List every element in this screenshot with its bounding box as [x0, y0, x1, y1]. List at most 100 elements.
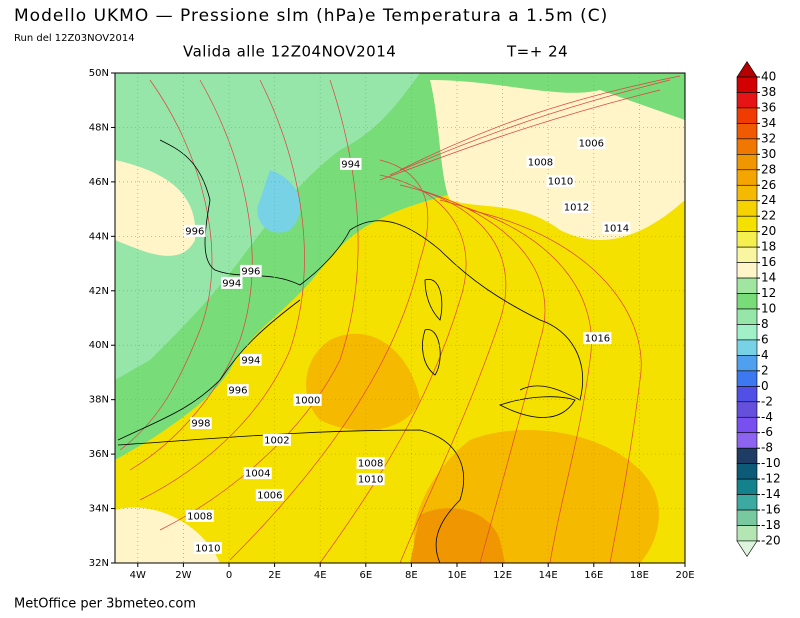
y-tick-label: 36N	[89, 449, 109, 460]
isobar-label: 1006	[257, 490, 282, 501]
valid-time: Valida alle 12Z04NOV2014	[183, 43, 396, 61]
colorbar-bin	[736, 262, 758, 279]
colorbar-label: 34	[761, 116, 776, 130]
x-tick-label: 0	[226, 570, 232, 581]
isobar-label-bg	[227, 384, 249, 397]
isobar-label-bg	[602, 221, 631, 234]
colorbar-label: 36	[761, 100, 776, 114]
colorbar-label: 12	[761, 286, 776, 300]
y-tick-label: 38N	[89, 395, 109, 406]
isobar-label-bg	[255, 488, 284, 501]
isobar-label: 1008	[187, 511, 212, 522]
y-tick-label: 46N	[89, 177, 109, 188]
y-tick-label: 34N	[89, 504, 109, 515]
colorbar-label: 30	[761, 147, 776, 161]
colorbar-bin	[736, 169, 758, 186]
colorbar-label: 10	[761, 302, 776, 316]
x-tick-label: 4E	[314, 570, 327, 581]
colorbar-bin	[736, 478, 758, 495]
colorbar-label: 26	[761, 178, 776, 192]
y-tick-label: 50N	[89, 68, 109, 79]
x-tick-label: 2E	[268, 570, 281, 581]
colorbar-label: -20	[761, 534, 781, 548]
colorbar-label: -16	[761, 503, 781, 517]
colorbar-label: 16	[761, 255, 776, 269]
isobar-label: 994	[241, 355, 260, 366]
colorbar-bin	[736, 509, 758, 526]
y-tick-label: 44N	[89, 231, 109, 242]
isobar-label-bg	[340, 157, 362, 170]
colorbar-bin	[736, 154, 758, 171]
y-tick-label: 40N	[89, 340, 109, 351]
colorbar-bin	[736, 432, 758, 449]
colorbar-bin	[736, 463, 758, 480]
isobar-label-bg	[185, 509, 214, 522]
colorbar-label: 14	[761, 271, 776, 285]
colorbar-label: -2	[761, 394, 773, 408]
colorbar-label: 40	[761, 70, 776, 84]
colorbar-arrow	[736, 540, 758, 558]
colorbar-label: -6	[761, 425, 773, 439]
isobar-label-bg	[526, 156, 555, 169]
x-tick-label: 4W	[130, 570, 146, 581]
isobar-label-bg	[577, 136, 606, 149]
isobar-label-bg	[220, 276, 243, 289]
x-tick-label: 2W	[175, 570, 191, 581]
colorbar-label: 0	[761, 379, 769, 393]
colorbar-label: 6	[761, 332, 769, 346]
colorbar-label: -18	[761, 518, 781, 532]
colorbar-label: 38	[761, 85, 776, 99]
colorbar-label: 20	[761, 224, 776, 238]
colorbar-bin	[736, 107, 758, 124]
isobar-label-bg	[190, 417, 212, 430]
isobar-label: 998	[191, 419, 210, 430]
map-frame	[114, 72, 686, 564]
colorbar-bin	[736, 401, 758, 418]
isobar-label: 1002	[264, 435, 289, 446]
isobar-label: 996	[228, 386, 247, 397]
colorbar-label: 22	[761, 209, 776, 223]
colorbar-bin	[736, 76, 758, 93]
isobar-label-bg	[243, 467, 272, 480]
isobar-label: 1016	[585, 334, 610, 345]
isobar-label: 996	[185, 226, 204, 237]
colorbar-label: -10	[761, 456, 781, 470]
isobar-label: 1004	[245, 469, 270, 480]
isobar-label: 1006	[579, 138, 604, 149]
colorbar-bin	[736, 138, 758, 155]
isobar-label-bg	[240, 353, 262, 366]
colorbar-bin	[736, 308, 758, 325]
y-tick-label: 42N	[89, 286, 109, 297]
title: Modello UKMO — Pressione slm (hPa)e Temp…	[14, 6, 608, 26]
colorbar-label: 8	[761, 317, 769, 331]
x-tick-label: 10E	[447, 570, 466, 581]
colorbar-bin	[736, 293, 758, 310]
isobar-label-bg	[293, 393, 322, 406]
colorbar-bin	[736, 416, 758, 434]
x-tick-label: 14E	[539, 570, 558, 581]
isobar-label: 1010	[358, 475, 383, 486]
colorbar-label: -14	[761, 487, 781, 501]
run-info: Run del 12Z03NOV2014	[14, 33, 135, 44]
isobar-label: 1000	[295, 395, 320, 406]
x-tick-label: 8E	[405, 570, 418, 581]
isobar-label-bg	[356, 473, 385, 486]
colorbar-label: 2	[761, 363, 769, 377]
isobar-label-bg	[356, 457, 385, 470]
colorbar-arrow	[736, 60, 758, 78]
isobar-label-bg	[184, 224, 206, 237]
isobar-label: 994	[222, 278, 241, 289]
colorbar-bin	[736, 123, 758, 140]
isobar-label: 1008	[528, 158, 553, 169]
isobar-label: 994	[341, 159, 360, 170]
footer: MetOffice per 3bmeteo.com	[14, 597, 196, 612]
x-tick-label: 20E	[675, 570, 694, 581]
x-tick-label: 12E	[493, 570, 512, 581]
colorbar-bin	[736, 215, 758, 232]
y-tick-label: 32N	[89, 558, 109, 569]
isobar-label: 1014	[604, 223, 629, 234]
y-tick-label: 48N	[89, 122, 109, 133]
colorbar-bin	[736, 92, 758, 109]
isobar-label: 1010	[548, 177, 573, 188]
isobar-label-bg	[562, 200, 591, 213]
